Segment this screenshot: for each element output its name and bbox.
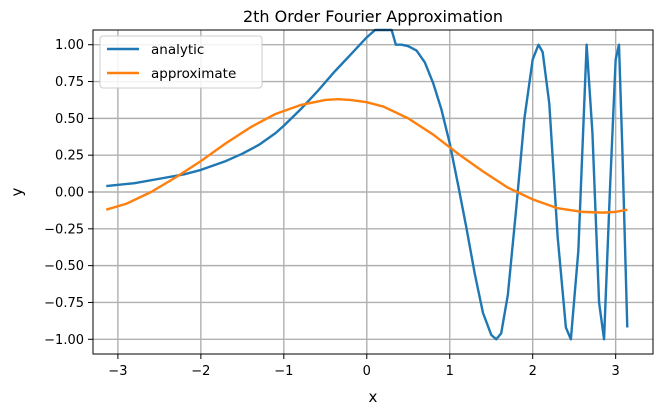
x-tick-label: 3: [612, 364, 620, 379]
x-axis-label: x: [369, 388, 378, 406]
y-tick-label: 0.50: [55, 112, 84, 127]
x-tick-label: −1: [274, 364, 293, 379]
legend-label-approximate: approximate: [151, 66, 236, 82]
y-axis-label: y: [8, 187, 26, 196]
legend-box: [99, 35, 263, 89]
y-tick-label: 0.75: [55, 75, 84, 90]
x-tick-label: −2: [191, 364, 210, 379]
series-line-analytic: [106, 28, 629, 341]
legend-label-analytic: analytic: [151, 42, 204, 58]
legend: analytic approximate: [99, 35, 263, 89]
x-tick-label: 2: [529, 364, 537, 379]
x-axis-ticks: −3 −2 −1 0 1 2 3: [108, 354, 620, 379]
series-lines: [105, 28, 629, 341]
y-axis-ticks: 1.00 0.75 0.50 0.25 0.00 −0.25 −0.50 −0.75 −1.00: [44, 38, 93, 348]
y-tick-label: −0.75: [44, 296, 84, 311]
y-tick-label: −0.25: [44, 222, 84, 237]
x-tick-label: 0: [363, 364, 371, 379]
x-tick-label: −3: [108, 364, 127, 379]
chart-title: 2th Order Fourier Approximation: [243, 7, 503, 26]
y-tick-label: −0.50: [44, 259, 84, 274]
y-tick-label: −1.00: [44, 333, 84, 348]
y-tick-label: 0.25: [55, 149, 84, 164]
y-tick-label: 1.00: [55, 38, 84, 53]
x-tick-label: 1: [446, 364, 454, 379]
series-line-approximate: [105, 98, 628, 214]
y-tick-label: 0.00: [55, 186, 84, 201]
